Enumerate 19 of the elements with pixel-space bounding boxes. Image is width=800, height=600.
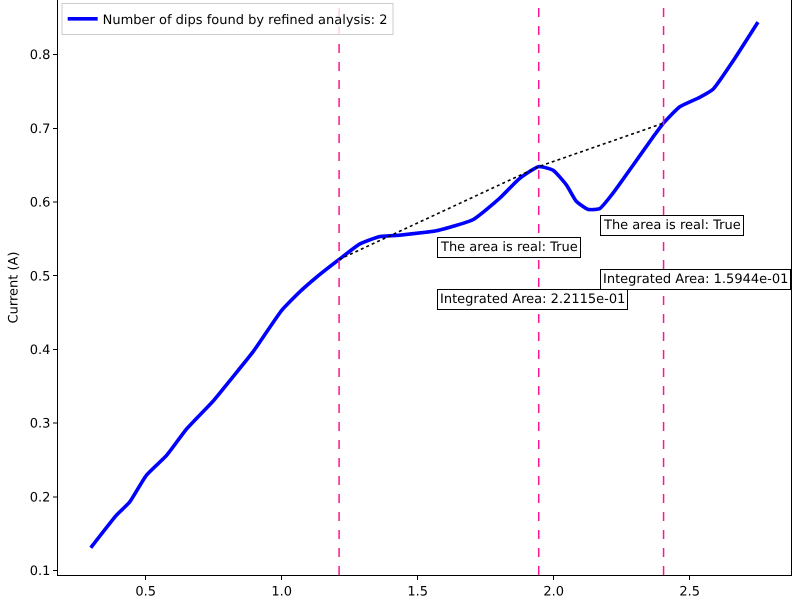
y-tick-label: 0.5	[30, 269, 50, 284]
y-tick-label: 0.4	[30, 342, 50, 358]
annotation: Integrated Area: 1.5944e-01	[603, 272, 788, 287]
annotation: Integrated Area: 2.2115e-01	[440, 292, 626, 307]
y-tick-label: 0.1	[30, 564, 50, 580]
x-tick-label: 0.5	[135, 584, 156, 600]
y-axis-title: Current (A)	[6, 252, 22, 324]
annotation: The area is real: True	[603, 218, 741, 233]
y-tick-label: 0.6	[30, 196, 50, 211]
x-tick-label: 1.5	[407, 584, 428, 600]
y-tick-label: 0.2	[30, 490, 50, 506]
x-tick-label: 2.0	[543, 584, 564, 600]
y-tick-label: 0.8	[30, 48, 50, 64]
legend-label: Number of dips found by refined analysis: 2	[102, 12, 388, 28]
annotation: The area is real: True	[440, 240, 578, 255]
x-tick-label: 1.0	[271, 584, 292, 600]
y-tick-label: 0.7	[30, 122, 50, 137]
x-tick-label: 2.5	[679, 584, 700, 600]
y-tick-label: 0.3	[30, 416, 50, 432]
